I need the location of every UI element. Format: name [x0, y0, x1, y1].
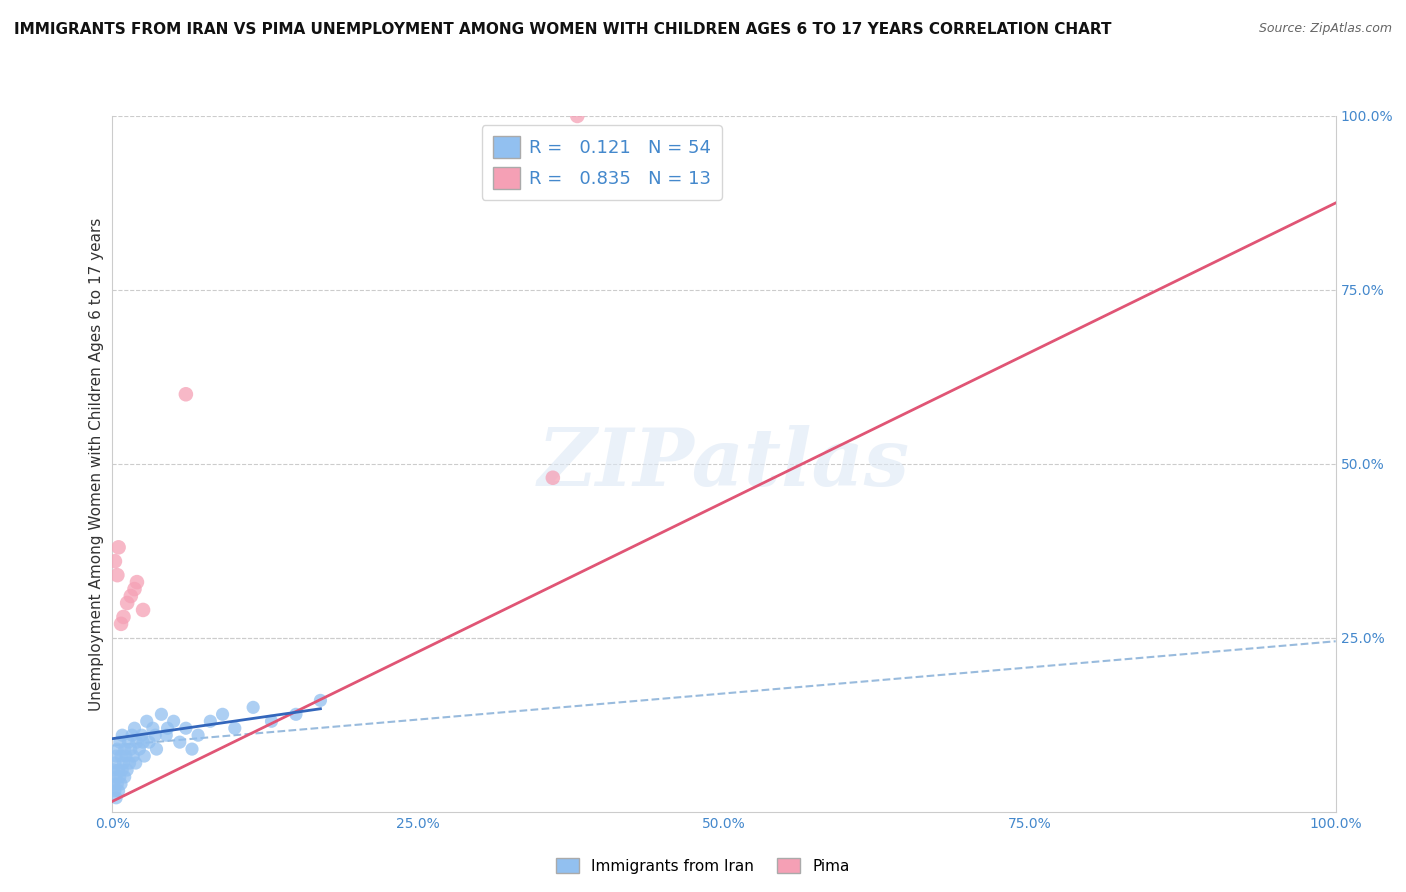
Point — [114, 742, 136, 756]
Point — [104, 784, 127, 798]
Point — [120, 589, 142, 603]
Point — [163, 714, 186, 729]
Point — [200, 714, 222, 729]
Point — [125, 756, 148, 770]
Point — [260, 714, 283, 729]
Point — [567, 109, 589, 123]
Point — [111, 763, 134, 777]
Point — [242, 700, 264, 714]
Point — [145, 742, 167, 756]
Point — [131, 728, 153, 742]
Point — [124, 582, 146, 596]
Point — [108, 770, 131, 784]
Text: IMMIGRANTS FROM IRAN VS PIMA UNEMPLOYMENT AMONG WOMEN WITH CHILDREN AGES 6 TO 17: IMMIGRANTS FROM IRAN VS PIMA UNEMPLOYMEN… — [14, 22, 1112, 37]
Point — [112, 756, 135, 770]
Point — [107, 784, 129, 798]
Legend: R =   0.121   N = 54, R =   0.835   N = 13: R = 0.121 N = 54, R = 0.835 N = 13 — [482, 125, 721, 200]
Point — [114, 770, 136, 784]
Point — [110, 749, 132, 764]
Point — [224, 721, 246, 735]
Point — [121, 728, 143, 742]
Point — [125, 735, 148, 749]
Point — [107, 541, 129, 555]
Point — [104, 756, 127, 770]
Text: Source: ZipAtlas.com: Source: ZipAtlas.com — [1258, 22, 1392, 36]
Point — [284, 707, 308, 722]
Point — [103, 777, 125, 791]
Point — [103, 763, 125, 777]
Point — [124, 721, 146, 735]
Point — [105, 749, 128, 764]
Point — [142, 721, 165, 735]
Point — [134, 749, 156, 764]
Y-axis label: Unemployment Among Women with Children Ages 6 to 17 years: Unemployment Among Women with Children A… — [89, 217, 104, 711]
Point — [135, 714, 157, 729]
Point — [105, 770, 128, 784]
Point — [125, 575, 148, 590]
Point — [105, 777, 128, 791]
Point — [105, 742, 128, 756]
Point — [112, 610, 135, 624]
Point — [155, 728, 177, 742]
Point — [150, 707, 173, 722]
Point — [108, 735, 131, 749]
Point — [122, 749, 145, 764]
Legend: Immigrants from Iran, Pima: Immigrants from Iran, Pima — [550, 852, 856, 880]
Point — [110, 616, 132, 631]
Point — [120, 742, 142, 756]
Point — [104, 554, 127, 568]
Point — [111, 728, 134, 742]
Point — [169, 735, 191, 749]
Point — [156, 721, 179, 735]
Point — [115, 749, 138, 764]
Point — [174, 721, 197, 735]
Text: ZIPatlas: ZIPatlas — [538, 425, 910, 502]
Point — [541, 471, 564, 485]
Point — [187, 728, 209, 742]
Point — [132, 603, 155, 617]
Point — [107, 763, 129, 777]
Point — [309, 693, 332, 707]
Point — [174, 387, 197, 401]
Point — [143, 728, 166, 742]
Point — [128, 742, 150, 756]
Point — [138, 735, 160, 749]
Point — [105, 790, 128, 805]
Point — [117, 735, 139, 749]
Point — [105, 568, 128, 582]
Point — [110, 777, 132, 791]
Point — [211, 707, 233, 722]
Point — [181, 742, 204, 756]
Point — [115, 763, 138, 777]
Point — [118, 756, 141, 770]
Point — [115, 596, 138, 610]
Point — [132, 735, 155, 749]
